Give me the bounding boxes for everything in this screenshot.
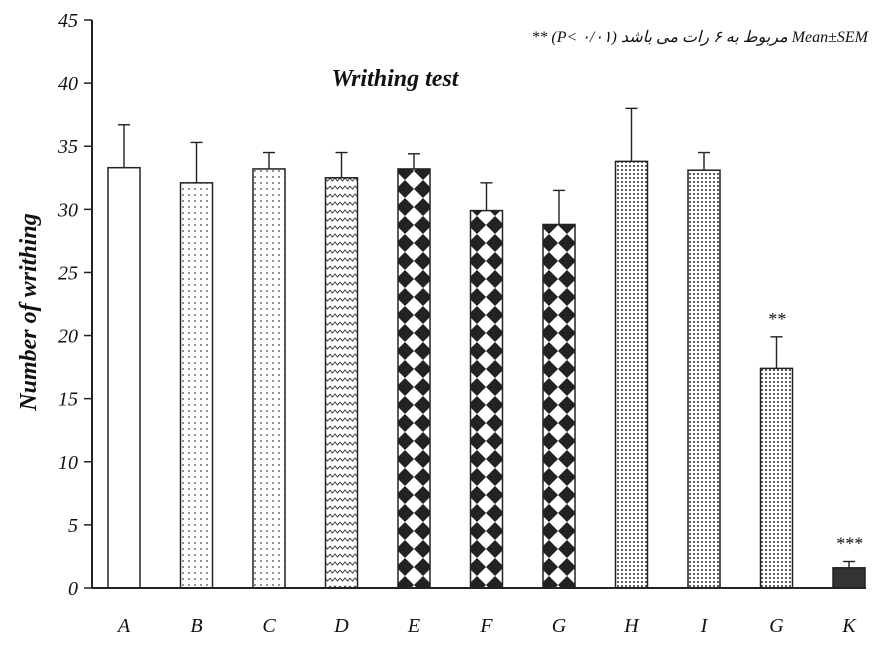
bars-group: ***** xyxy=(107,107,866,589)
x-tick-label: A xyxy=(116,615,131,637)
y-axis-label: Number of writhing xyxy=(16,213,42,411)
bar xyxy=(324,177,359,589)
x-tick-label: G xyxy=(552,615,567,637)
x-tick-label: H xyxy=(623,615,640,637)
bar xyxy=(397,168,431,589)
bar xyxy=(832,567,866,589)
x-tick-label: K xyxy=(841,615,857,637)
x-tick-label: I xyxy=(700,615,709,637)
y-tick-label: 5 xyxy=(68,515,78,537)
y-tick-label: 40 xyxy=(58,73,78,95)
bar xyxy=(614,160,649,589)
y-axis: 0 5 10 15 20 25 30 35 40 45 xyxy=(57,10,93,600)
y-tick-label: 20 xyxy=(58,326,78,348)
x-tick-label: E xyxy=(407,615,420,637)
chart-note: ** (P< ۰/۰۱) مربوط به ۶ رات می باشد Mean… xyxy=(531,29,869,46)
bar xyxy=(542,223,576,589)
bar xyxy=(252,168,286,589)
bar xyxy=(107,166,141,589)
significance-marker: *** xyxy=(836,533,863,553)
x-tick-label: F xyxy=(479,615,493,637)
bar xyxy=(469,209,504,589)
bar xyxy=(179,182,214,589)
y-tick-label: 35 xyxy=(57,136,78,158)
chart-title: Writhing test xyxy=(332,66,460,92)
y-tick-label: 10 xyxy=(58,452,78,474)
x-tick-label: C xyxy=(262,615,276,637)
x-tick-label: D xyxy=(333,615,349,637)
x-tick-label: G xyxy=(769,615,784,637)
x-tick-label: B xyxy=(190,615,202,637)
y-tick-label: 15 xyxy=(58,389,78,411)
bar xyxy=(759,367,794,589)
y-tick-label: 0 xyxy=(68,578,78,600)
significance-marker: ** xyxy=(768,309,786,329)
y-tick-label: 45 xyxy=(58,10,78,32)
y-tick-label: 25 xyxy=(58,262,78,284)
bar xyxy=(687,169,721,589)
y-tick-label: 30 xyxy=(57,199,78,221)
